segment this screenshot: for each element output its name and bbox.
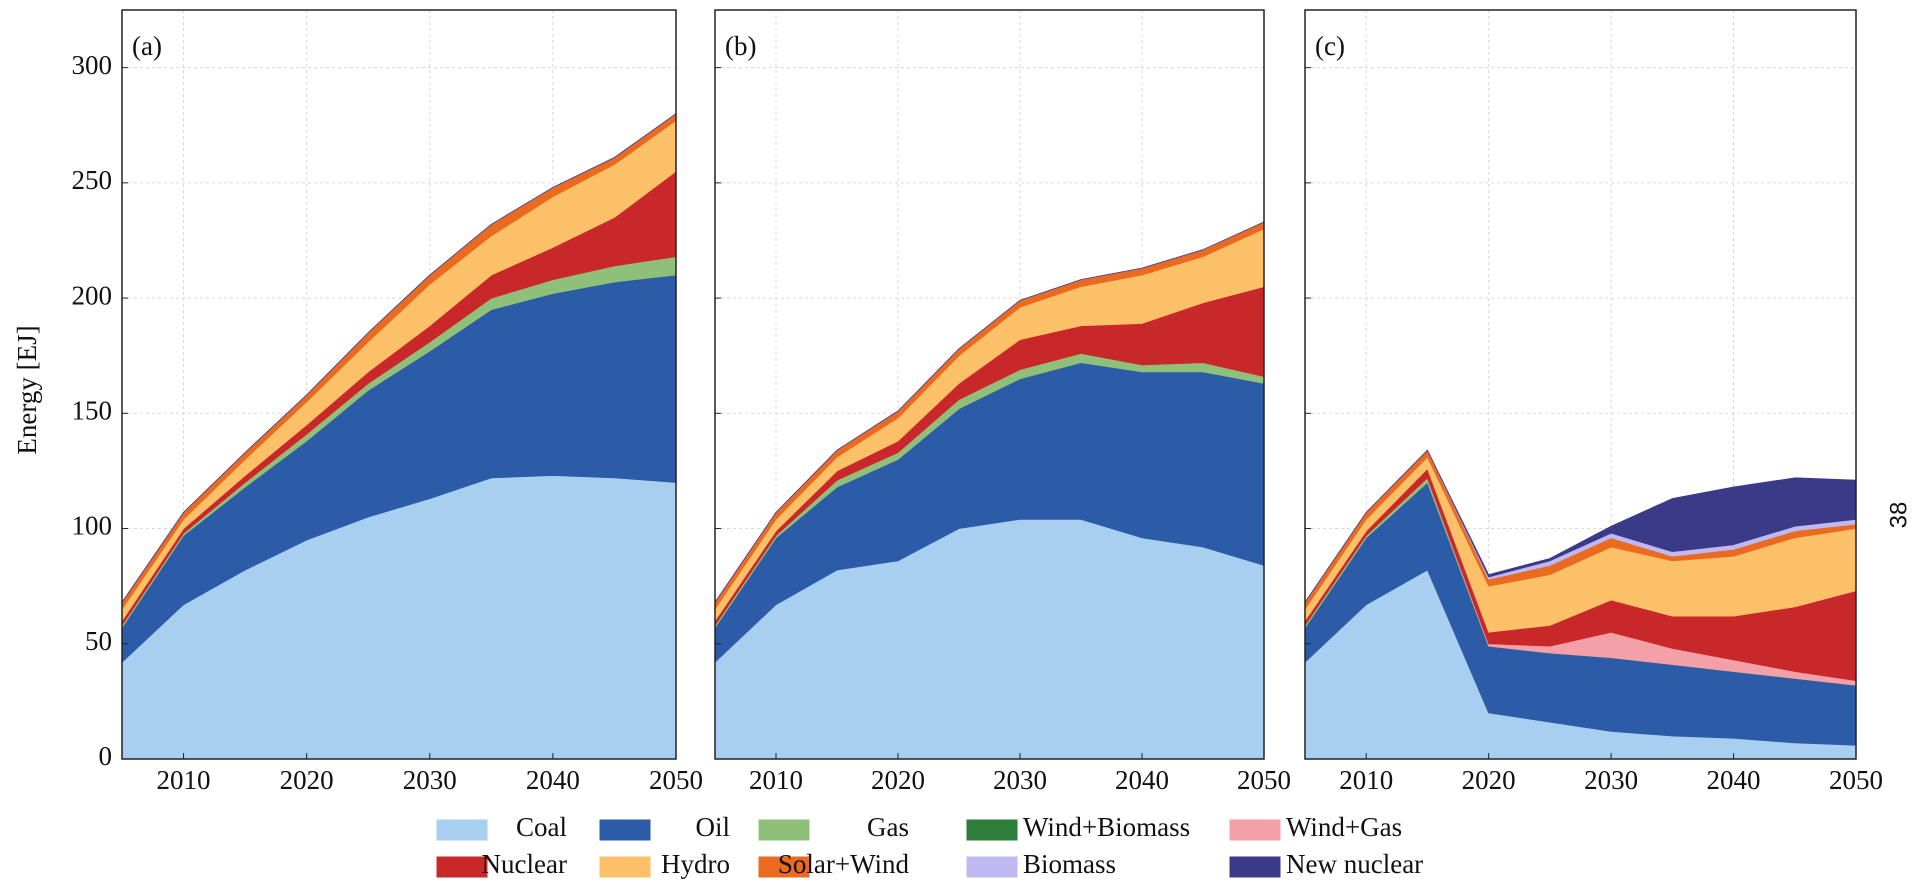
legend-swatch [966,856,1018,878]
x-tick-label: 2010 [157,765,211,795]
y-axis-label: Energy [EJ] [12,325,42,454]
legend-label: Gas [867,812,909,842]
x-tick-label: 2020 [871,765,925,795]
legend-swatch [1229,856,1281,878]
x-tick-label: 2050 [1829,765,1883,795]
page-number: 38 [1885,502,1912,529]
legend-swatch [436,856,488,878]
x-tick-label: 2050 [1237,765,1291,795]
legend-swatch [436,819,488,841]
legend-label: Solar+Wind [778,849,910,879]
y-tick-label: 200 [72,280,113,310]
panel: 2010 2020 2030 2040 2050 (b) [714,9,1291,795]
x-tick-label: 2040 [1115,765,1169,795]
legend-label: Wind+Biomass [1023,812,1190,842]
x-tick-label: 2020 [280,765,334,795]
y-tick-label: 0 [99,741,113,771]
plot-frame [1304,9,1857,760]
legend-label: Biomass [1023,849,1116,879]
panel: 2010 2020 2030 2040 2050 (c) [1304,9,1883,795]
x-tick-label: 2040 [1707,765,1761,795]
legend-swatch [1229,819,1281,841]
y-tick-label: 150 [72,396,113,426]
x-tick-label: 2020 [1462,765,1516,795]
legend-label: Coal [516,812,567,842]
legend-swatch [758,819,810,841]
panel-label: (c) [1315,31,1345,61]
y-tick-label: 300 [72,50,113,80]
plot-frame [714,9,1265,760]
panel: 2010 2020 2030 2040 2050 0 50 100 150 200 250 300 (a… [72,9,703,795]
legend-label: Wind+Gas [1286,812,1402,842]
legend: Coal Oil Gas Wind+Biomass Wind+Gas Nuclear Hyd… [436,812,1423,879]
legend-label: Nuclear [482,849,567,879]
x-tick-label: 2050 [649,765,703,795]
legend-swatch [599,819,651,841]
panel-label: (a) [132,31,162,61]
legend-swatch [758,856,810,878]
x-tick-label: 2010 [1339,765,1393,795]
legend-label: Oil [695,812,730,842]
legend-swatch [599,856,651,878]
legend-label: Hydro [661,849,730,879]
legend-label: New nuclear [1286,849,1423,879]
panel-label: (b) [725,31,756,61]
x-tick-label: 2030 [993,765,1047,795]
y-tick-label: 250 [72,165,113,195]
x-tick-label: 2030 [403,765,457,795]
y-tick-label: 50 [85,626,112,656]
y-tick-label: 100 [72,511,113,541]
plot-frame [121,9,677,760]
legend-swatch [966,819,1018,841]
x-tick-label: 2010 [749,765,803,795]
x-tick-label: 2040 [526,765,580,795]
x-tick-label: 2030 [1584,765,1638,795]
